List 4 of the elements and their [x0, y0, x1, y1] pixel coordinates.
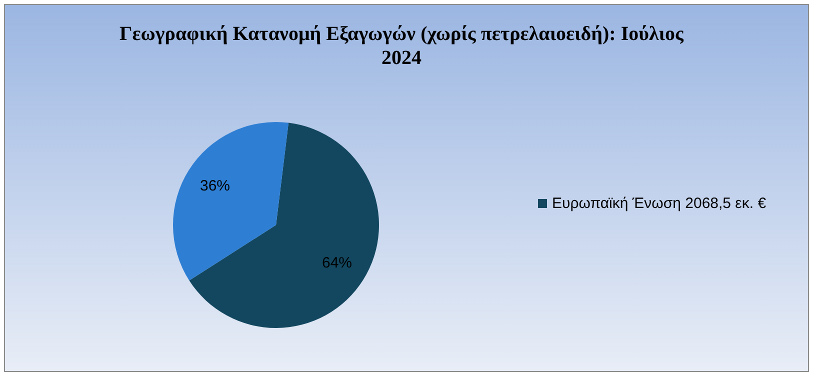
data-label: 64% — [322, 254, 352, 272]
data-label: 36% — [200, 178, 230, 195]
chart-title: Γεωγραφική Κατανομή Εξαγωγών (χωρίς πετρελαιοειδή): Ιούλιος 2024 — [118, 22, 685, 70]
legend-label: Ευρωπαϊκή Ένωση 2068,5 εκ. € — [552, 194, 766, 214]
